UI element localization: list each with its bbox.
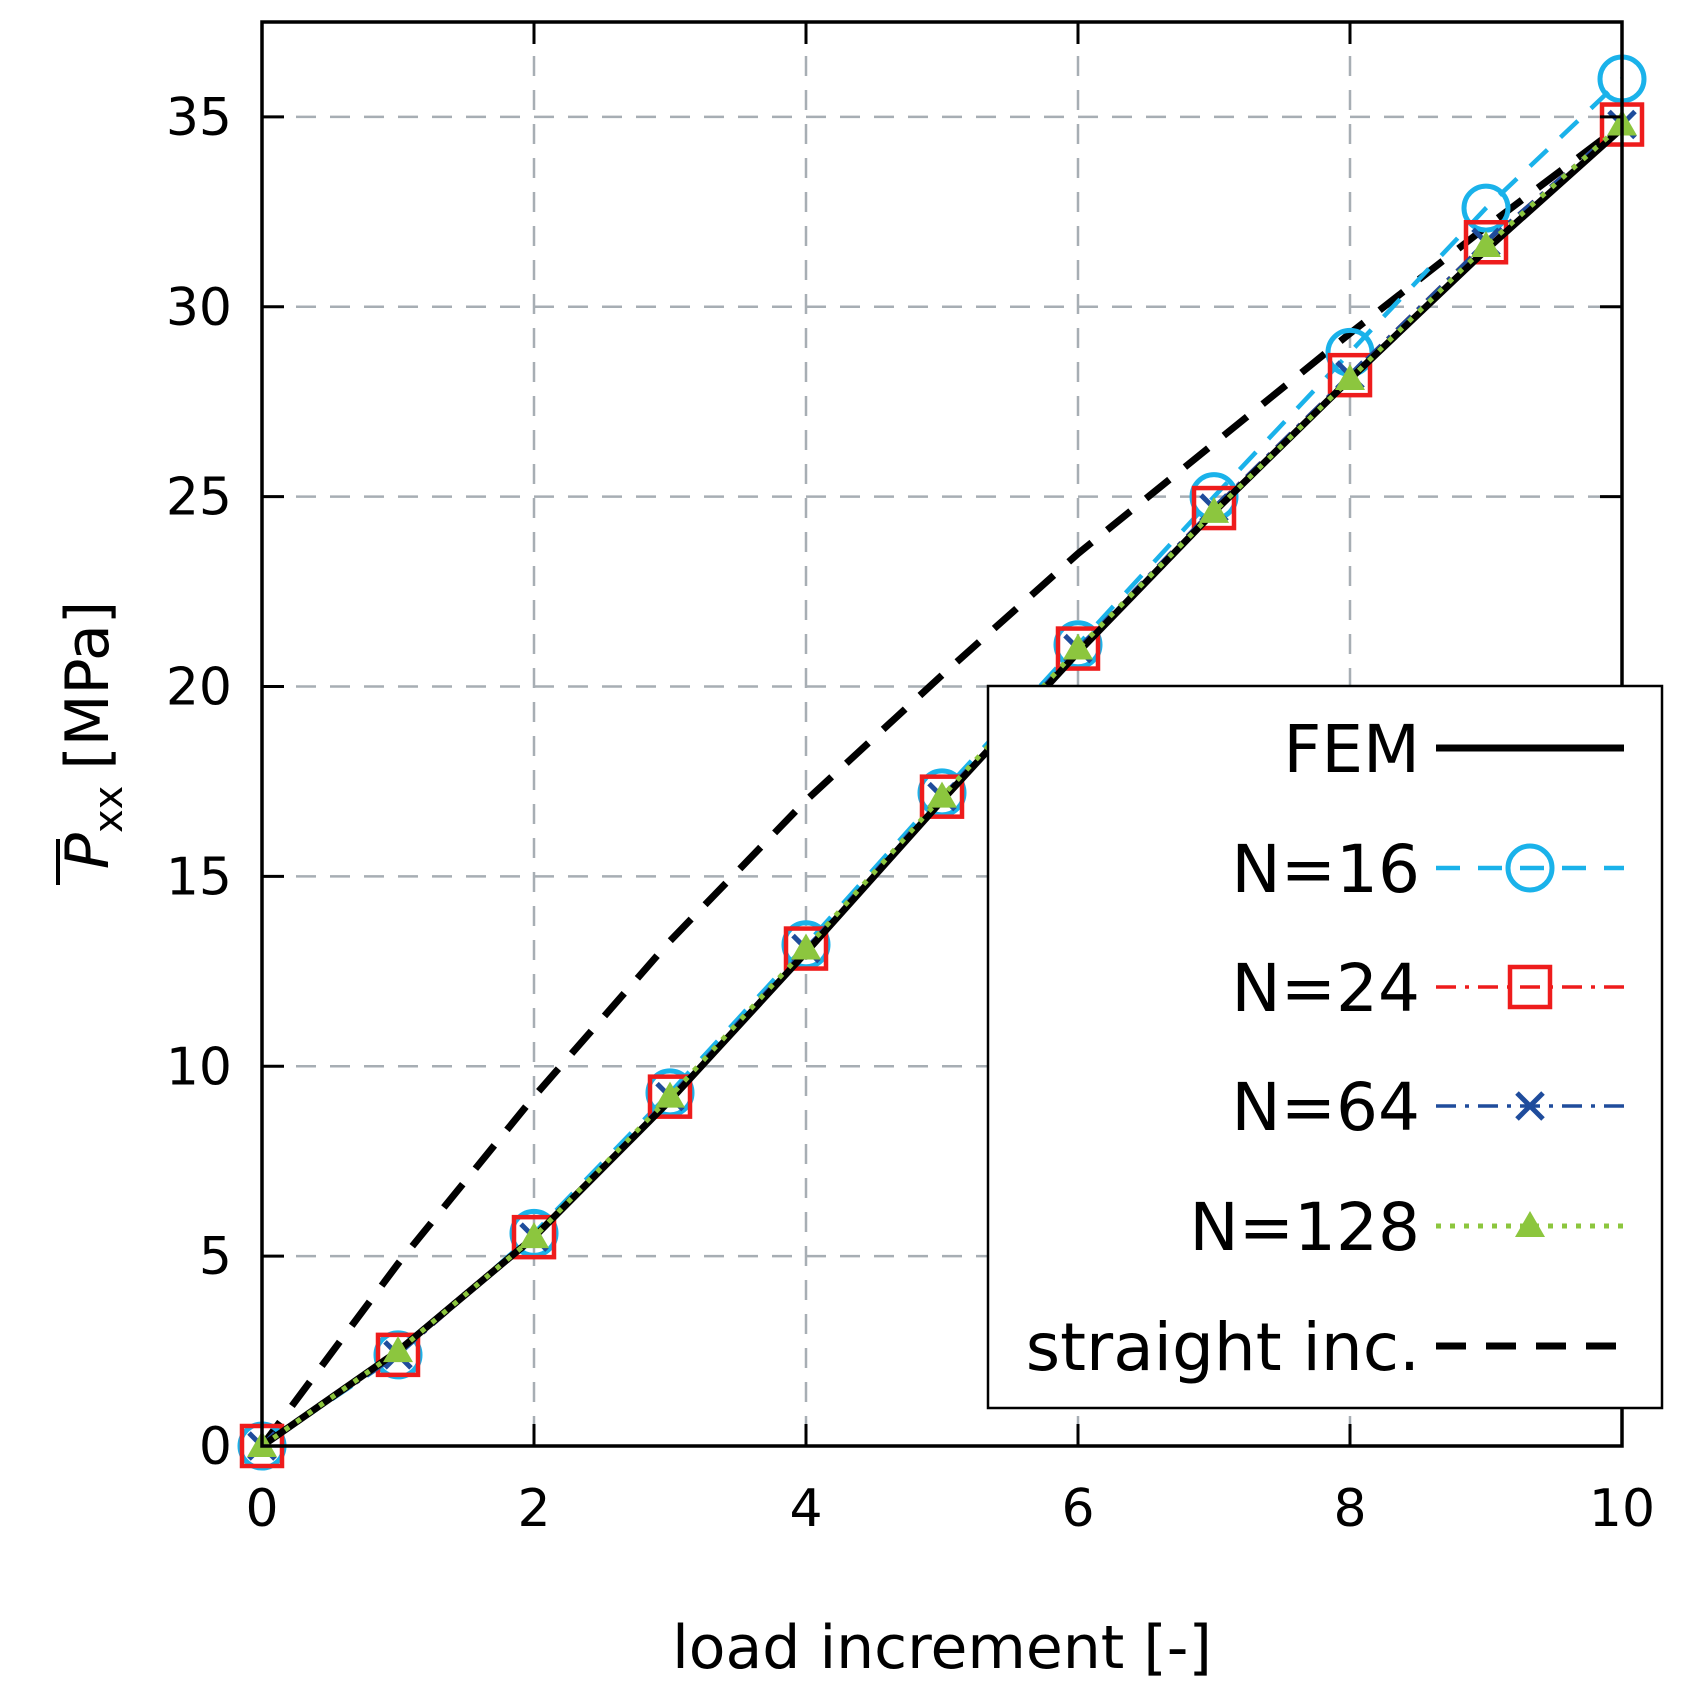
data-point-marker [511,1214,557,1260]
legend-marker-sample [1507,964,1553,1010]
series-straight-inc- [259,121,1625,1449]
y-tick-label: 5 [199,1227,232,1287]
legend-label: straight inc. [1026,1309,1420,1386]
x-tick-label: 6 [1061,1479,1094,1539]
legend-marker-sample [1515,1211,1545,1237]
y-axis-unit: [MPa] [53,601,123,770]
data-point-marker [1461,183,1511,233]
data-point-marker [1471,231,1501,258]
legend-marker-sample [1515,1091,1545,1121]
y-tick-label: 20 [166,658,232,718]
y-tick-label: 25 [166,468,232,528]
data-point-marker [383,1336,413,1363]
y-tick-label: 15 [166,847,232,907]
y-axis-title: Pxx [MPa] [53,601,132,885]
legend-label: FEM [1283,711,1420,788]
legend-box [986,684,1664,1410]
y-tick-label: 35 [166,88,232,148]
data-point-marker [375,1332,421,1378]
series-n-128 [247,109,1637,1457]
x-tick-label: 10 [1589,1479,1655,1539]
data-point-marker [1335,363,1365,390]
data-point-marker [1199,496,1229,523]
data-point-marker [1327,352,1373,398]
series-line [259,121,1625,1449]
legend-marker-sample [1505,843,1555,893]
data-point-marker [791,933,821,960]
data-point-marker [1063,633,1093,660]
data-point-marker [647,1074,693,1119]
y-tick-label: 10 [166,1037,232,1097]
y-tick-label: 0 [199,1417,232,1477]
series-layer [237,54,1647,1471]
legend-label: N=64 [1231,1069,1420,1146]
svg-text:Pxx[MPa]: Pxx [MPa] [53,601,132,869]
x-axis-title: load increment [-] [672,1613,1212,1683]
legend-label: N=24 [1231,950,1420,1027]
x-tick-label: 2 [517,1479,550,1539]
data-point-marker [927,781,957,808]
data-point-marker [519,1222,549,1249]
y-tick-label: 30 [166,278,232,338]
data-point-marker [655,1081,685,1108]
legend-label: N=128 [1189,1189,1420,1266]
data-point-marker [1055,626,1101,671]
y-axis-subscript: xx [86,786,132,833]
legend: FEM N=16 N=24 N=64 N=128 straight inc. [986,684,1664,1410]
legend-label: N=16 [1231,831,1420,908]
data-point-marker [919,774,965,819]
data-point-marker [1463,219,1509,265]
data-point-marker [783,926,829,971]
y-axis-symbol: P [53,832,123,869]
series-line [260,122,1624,1449]
x-tick-label: 8 [1333,1479,1366,1539]
x-tick-label: 0 [245,1479,278,1539]
x-tick-label: 4 [789,1479,822,1539]
data-point-marker [1191,485,1237,531]
